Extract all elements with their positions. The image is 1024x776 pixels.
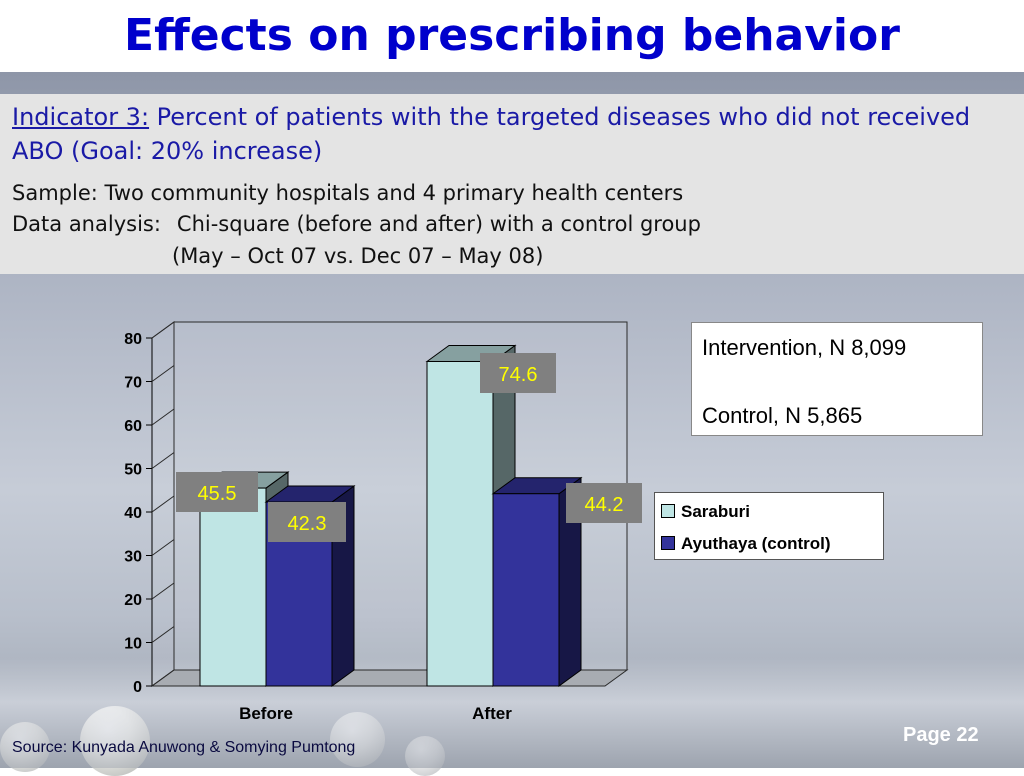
data-label-box	[566, 483, 642, 523]
data-label: 45.5	[198, 483, 237, 505]
y-tick-diagonal	[151, 539, 175, 556]
y-tick-label: 70	[124, 375, 142, 392]
y-tick-label: 0	[133, 679, 142, 696]
bar-chart: 0 10 20 30 40 50 60 70 80 Before After 45.5 42.3 74.6…	[124, 321, 642, 723]
legend-item-saraburi: Saraburi	[661, 501, 750, 523]
bar-front-face	[492, 493, 560, 687]
indicator-label: Indicator 3:	[12, 103, 150, 131]
y-tick-diagonal	[151, 495, 175, 513]
data-label: 42.3	[288, 513, 327, 535]
slide-title: Effects on prescribing behavior	[124, 10, 900, 61]
bar-front-face	[426, 360, 494, 687]
y-tick-label: 20	[124, 592, 142, 609]
y-tick-diagonal	[151, 408, 175, 426]
bar-front-face	[199, 487, 267, 687]
legend-label: Saraburi	[681, 502, 750, 521]
sample-text: Sample: Two community hospitals and 4 pr…	[12, 181, 684, 205]
indicator-description: Percent of patients with the targeted di…	[12, 103, 971, 165]
x-category-label: After	[472, 704, 512, 723]
y-tick-diagonal	[151, 626, 175, 643]
page-number: Page 22	[903, 724, 979, 746]
intervention-note: Intervention, N 8,099	[702, 335, 907, 360]
y-tick-label: 40	[124, 505, 142, 522]
analysis-description: Chi-square (before and after) with a con…	[176, 212, 701, 236]
legend-swatch	[661, 504, 675, 519]
y-tick-diagonal	[151, 365, 175, 382]
decorative-orb	[405, 736, 445, 776]
data-label-box	[480, 353, 556, 393]
indicator-text: Indicator 3: Percent of patients with th…	[12, 100, 1002, 168]
y-tick-label: 50	[124, 462, 142, 479]
chart-legend: Saraburi Ayuthaya (control)	[654, 492, 884, 560]
x-category-label: Before	[239, 704, 293, 723]
legend-swatch	[661, 536, 675, 551]
analysis-label: Data analysis:	[12, 212, 161, 236]
source-citation: Source: Kunyada Anuwong & Somying Pumton…	[12, 739, 356, 756]
y-tick-diagonal	[151, 452, 175, 469]
legend-item-ayuthaya: Ayuthaya (control)	[661, 533, 831, 555]
period-text: (May – Oct 07 vs. Dec 07 – May 08)	[172, 244, 544, 268]
y-tick-label: 80	[124, 331, 142, 348]
data-label: 44.2	[585, 494, 624, 516]
data-label-box	[268, 502, 346, 542]
y-tick-label: 30	[124, 549, 142, 566]
y-tick-diagonal	[151, 669, 175, 687]
sample-size-notes: Intervention, N 8,099 Control, N 5,865	[691, 322, 983, 436]
y-tick-label: 60	[124, 418, 142, 435]
control-note: Control, N 5,865	[702, 403, 863, 428]
y-tick-label: 10	[124, 636, 142, 653]
y-tick-diagonal	[151, 321, 175, 339]
data-label-box	[176, 472, 258, 512]
y-tick-diagonal	[151, 582, 175, 600]
analysis-text: Data analysis: Chi-square (before and aft…	[12, 212, 701, 236]
data-label: 74.6	[499, 364, 538, 386]
legend-label: Ayuthaya (control)	[681, 534, 831, 553]
info-panel	[0, 94, 1024, 274]
